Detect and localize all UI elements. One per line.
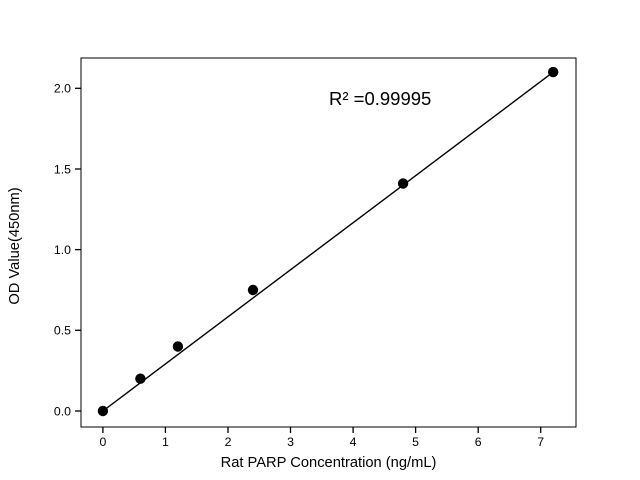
svg-text:OD Value(450nm): OD Value(450nm) (7, 187, 23, 304)
svg-text:4: 4 (350, 435, 357, 449)
svg-text:1.0: 1.0 (54, 243, 71, 257)
svg-text:R² =0.99995: R² =0.99995 (329, 88, 431, 109)
svg-text:0: 0 (99, 435, 106, 449)
svg-text:1.5: 1.5 (54, 162, 71, 176)
svg-text:7: 7 (537, 435, 544, 449)
svg-text:2: 2 (225, 435, 232, 449)
svg-text:0.0: 0.0 (54, 404, 71, 418)
svg-text:5: 5 (412, 435, 419, 449)
svg-text:Rat PARP Concentration (ng/mL): Rat PARP Concentration (ng/mL) (221, 455, 437, 471)
svg-text:2.0: 2.0 (54, 82, 71, 96)
svg-text:1: 1 (162, 435, 169, 449)
svg-text:0.5: 0.5 (54, 324, 71, 338)
svg-text:3: 3 (287, 435, 294, 449)
svg-text:6: 6 (475, 435, 482, 449)
